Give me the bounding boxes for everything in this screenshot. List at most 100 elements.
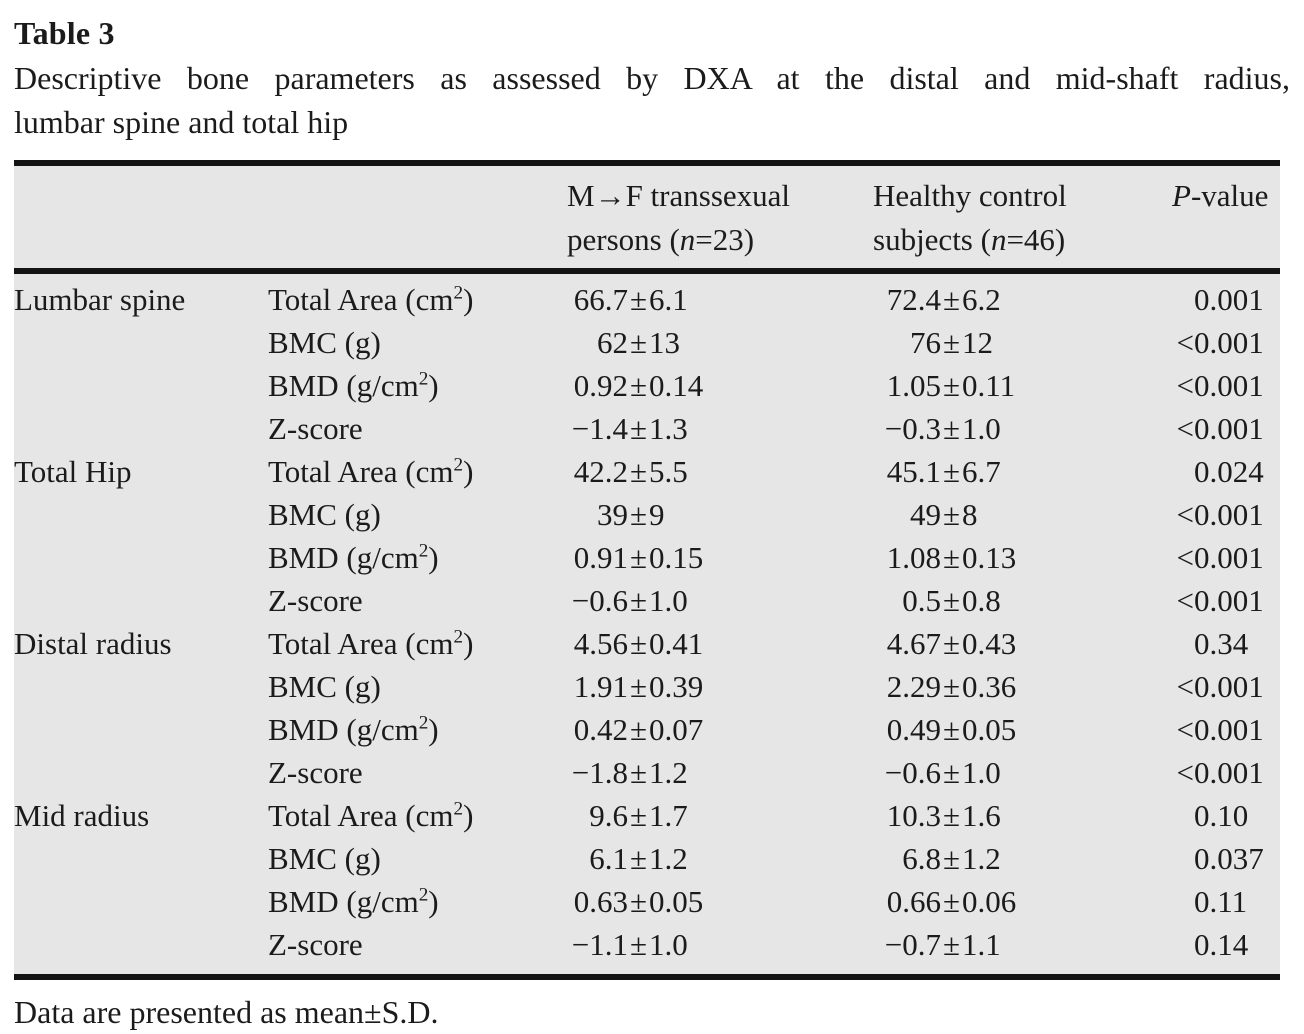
plus-minus-sign: ±: [943, 626, 961, 661]
transsexual-value-cell: 1.91±0.39: [567, 665, 873, 708]
plus-minus-sign: ±: [630, 841, 648, 876]
sd-value: 0.13: [962, 540, 1017, 575]
sd-value: 0.11: [962, 368, 1016, 403]
sd-value: 6.1: [649, 282, 688, 317]
superscript-2: 2: [453, 282, 464, 304]
table-row: Distal radius Total Area (cm2) 4.56±0.41…: [14, 622, 1280, 665]
plus-minus-sign: ±: [630, 884, 648, 919]
table-row: Z-score −0.6±1.0 0.5±0.8 <0.001: [14, 579, 1280, 622]
transsexual-value-cell: 0.63±0.05: [567, 880, 873, 923]
control-value-cell: 45.1±6.7: [873, 450, 1172, 493]
parameter-cell: BMC (g): [268, 493, 567, 536]
less-than-sign: <: [1176, 583, 1194, 618]
p-value-cell: 0.11: [1172, 880, 1280, 923]
mean-value: 0.63: [573, 884, 628, 919]
header-region-blank: [14, 163, 268, 274]
control-value-cell: −0.3±1.0: [873, 407, 1172, 450]
sd-value: 1.1: [962, 927, 1001, 962]
parameter-text: Total Area (cm: [268, 282, 454, 317]
header-transsexual-group: M→F transsexual persons (n=23): [567, 163, 873, 274]
plus-minus-sign: ±: [943, 540, 961, 575]
n-symbol: n: [679, 222, 696, 257]
parameter-tail: ): [428, 884, 439, 919]
transsexual-value-cell: 4.56±0.41: [567, 622, 873, 665]
mean-value: 6.8: [902, 841, 941, 876]
p-number: 0.34: [1194, 626, 1249, 661]
sd-value: 12: [962, 325, 994, 360]
region-cell: [14, 837, 268, 880]
parameter-tail: ): [463, 282, 474, 317]
table-row: Z-score −1.1±1.0 −0.7±1.1 0.14: [14, 923, 1280, 977]
p-number: 0.11: [1194, 884, 1248, 919]
superscript-2: 2: [418, 540, 429, 562]
less-than-sign: <: [1176, 368, 1194, 403]
p-number: 0.001: [1194, 282, 1264, 317]
parameter-tail: ): [428, 368, 439, 403]
parameter-text: BMC (g): [268, 497, 381, 532]
sd-value: 1.3: [649, 411, 688, 446]
parameter-text: Z-score: [268, 755, 363, 790]
plus-minus-sign: ±: [943, 497, 961, 532]
sd-value: 1.0: [962, 755, 1001, 790]
transsexual-value-cell: 0.91±0.15: [567, 536, 873, 579]
superscript-2: 2: [418, 712, 429, 734]
n-symbol: n: [990, 222, 1007, 257]
less-than-sign: <: [1176, 325, 1194, 360]
sd-value: 0.05: [649, 884, 704, 919]
sd-value: 0.39: [649, 669, 704, 704]
table-row: BMC (g) 6.1±1.2 6.8±1.2 0.037: [14, 837, 1280, 880]
table-row: BMC (g) 62±13 76±12 <0.001: [14, 321, 1280, 364]
mean-value: 9.6: [589, 798, 628, 833]
p-value-cell: 0.10: [1172, 794, 1280, 837]
mean-value: −0.7: [884, 927, 941, 962]
header-line-1: M→F transsexual: [567, 178, 791, 213]
p-symbol: P: [1172, 178, 1191, 213]
transsexual-value-cell: 0.42±0.07: [567, 708, 873, 751]
region-cell: [14, 579, 268, 622]
parameter-tail: ): [428, 540, 439, 575]
header-line-2: persons (n=23): [567, 222, 755, 257]
transsexual-value-cell: −1.4±1.3: [567, 407, 873, 450]
sd-value: 1.2: [962, 841, 1001, 876]
plus-minus-sign: ±: [630, 325, 648, 360]
mean-value: 39: [597, 497, 628, 532]
control-value-cell: 1.05±0.11: [873, 364, 1172, 407]
transsexual-value-cell: 66.7±6.1: [567, 271, 873, 321]
p-number: 0.001: [1194, 411, 1264, 446]
control-value-cell: 10.3±1.6: [873, 794, 1172, 837]
parameter-cell: Z-score: [268, 923, 567, 977]
table-caption: Descriptive bone parameters as assessed …: [14, 56, 1290, 144]
p-value-cell: <0.001: [1172, 579, 1280, 622]
p-value-cell: 0.037: [1172, 837, 1280, 880]
p-value-cell: <0.001: [1172, 751, 1280, 794]
control-value-cell: −0.7±1.1: [873, 923, 1172, 977]
mean-value: 0.66: [886, 884, 941, 919]
transsexual-value-cell: 9.6±1.7: [567, 794, 873, 837]
control-value-cell: 0.66±0.06: [873, 880, 1172, 923]
p-value-cell: <0.001: [1172, 665, 1280, 708]
region-cell: Distal radius: [14, 626, 172, 661]
p-value-cell: <0.001: [1172, 536, 1280, 579]
mean-value: 0.42: [573, 712, 628, 747]
mean-value: −0.6: [884, 755, 941, 790]
plus-minus-sign: ±: [943, 669, 961, 704]
region-cell: [14, 407, 268, 450]
parameter-cell: BMC (g): [268, 665, 567, 708]
region-cell: [14, 665, 268, 708]
table-number: Table 3: [14, 15, 115, 51]
parameter-cell: Z-score: [268, 407, 567, 450]
sd-value: 0.36: [962, 669, 1017, 704]
p-number: 0.001: [1194, 712, 1264, 747]
mean-value: 45.1: [886, 454, 941, 489]
parameter-text: BMD (g/cm: [268, 368, 419, 403]
superscript-2: 2: [418, 368, 429, 390]
mean-value: 1.08: [886, 540, 941, 575]
table-row: Lumbar spine Total Area (cm2) 66.7±6.1 7…: [14, 271, 1280, 321]
sd-value: 1.0: [649, 583, 688, 618]
table-row: BMD (g/cm2) 0.42±0.07 0.49±0.05 <0.001: [14, 708, 1280, 751]
header-line-1: Healthy control: [873, 178, 1067, 213]
mean-value: 42.2: [573, 454, 628, 489]
sd-value: 1.6: [962, 798, 1001, 833]
p-number: 0.001: [1194, 325, 1264, 360]
transsexual-value-cell: 6.1±1.2: [567, 837, 873, 880]
